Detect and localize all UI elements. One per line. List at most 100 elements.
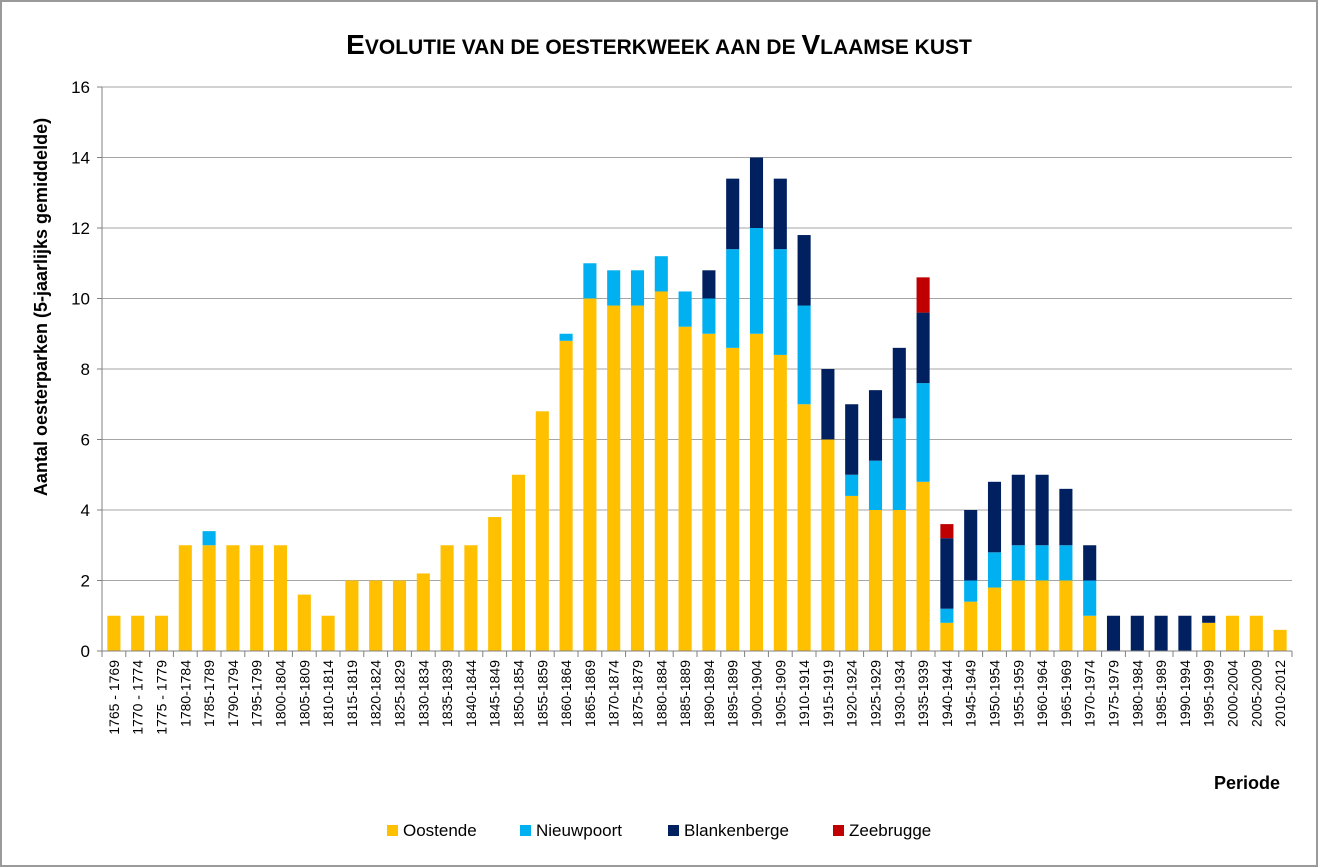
- y-tick-label: 10: [71, 290, 90, 309]
- x-tick-label: 1995-1999: [1201, 660, 1217, 727]
- y-tick-label: 0: [81, 642, 90, 661]
- x-tick-label: 1830-1834: [415, 660, 431, 727]
- bar-blankenberge-25: [702, 270, 716, 299]
- x-tick-label: 1785-1789: [201, 660, 217, 727]
- bar-oostende-40: [1059, 580, 1073, 651]
- bar-zeebrugge-35: [940, 524, 954, 539]
- bar-oostende-21: [607, 305, 621, 651]
- legend-swatch-nieuwpoort: [520, 825, 531, 836]
- legend-swatch-blankenberge: [668, 825, 679, 836]
- bar-nieuwpoort-31: [845, 474, 859, 496]
- bar-oostende-11: [369, 580, 383, 651]
- x-tick-label: 1865-1869: [582, 660, 598, 727]
- bar-oostende-22: [630, 305, 645, 651]
- x-tick-label: 1925-1929: [868, 660, 884, 727]
- y-axis-label: Aantal oesterparken (5-jaarlijks gemidde…: [31, 118, 51, 496]
- x-tick-label: 1935-1939: [915, 660, 931, 727]
- bar-oostende-38: [1011, 580, 1025, 651]
- bar-blankenberge-40: [1059, 488, 1073, 546]
- bar-oostende-24: [678, 326, 692, 651]
- x-tick-label: 2005-2009: [1248, 660, 1264, 727]
- legend-swatch-zeebrugge: [833, 825, 844, 836]
- bar-oostende-20: [583, 298, 597, 651]
- bar-oostende-47: [1225, 615, 1240, 651]
- bar-nieuwpoort-33: [892, 418, 906, 510]
- bar-oostende-9: [321, 615, 335, 651]
- x-tick-label: 1945-1949: [963, 660, 979, 727]
- x-tick-label: 1870-1874: [606, 660, 622, 727]
- bar-blankenberge-34: [916, 312, 930, 384]
- bar-oostende-25: [702, 333, 716, 651]
- x-tick-label: 1905-1909: [772, 660, 788, 727]
- bar-nieuwpoort-41: [1083, 580, 1097, 616]
- y-tick-label: 8: [81, 360, 90, 379]
- bar-nieuwpoort-38: [1011, 545, 1025, 581]
- x-tick-label: 1850-1854: [511, 660, 527, 727]
- bar-nieuwpoort-39: [1035, 545, 1049, 581]
- bar-blankenberge-42: [1106, 615, 1121, 651]
- bar-oostende-36: [964, 601, 978, 651]
- legend-label-oostende: Oostende: [403, 821, 477, 840]
- bar-nieuwpoort-35: [940, 608, 954, 623]
- x-tick-label: 1775 - 1779: [154, 660, 170, 735]
- bar-oostende-13: [416, 573, 430, 651]
- bar-oostende-35: [940, 622, 954, 651]
- x-tick-label: 1940-1944: [939, 660, 955, 727]
- x-tick-label: 1890-1894: [701, 660, 717, 727]
- bar-oostende-16: [488, 517, 502, 651]
- bar-oostende-49: [1273, 629, 1287, 651]
- y-tick-label: 2: [81, 572, 90, 591]
- x-tick-label: 1980-1984: [1129, 660, 1145, 727]
- x-tick-label: 1780-1784: [177, 660, 193, 727]
- x-tick-label: 1910-1914: [796, 660, 812, 727]
- bar-blankenberge-28: [773, 178, 787, 250]
- bar-oostende-31: [845, 495, 859, 651]
- x-tick-label: 1885-1889: [677, 660, 693, 727]
- y-tick-label: 6: [81, 431, 90, 450]
- bar-blankenberge-39: [1035, 474, 1049, 546]
- x-tick-label: 1810-1814: [320, 660, 336, 727]
- bar-blankenberge-35: [940, 538, 954, 609]
- x-tick-label: 1860-1864: [558, 660, 574, 727]
- bar-nieuwpoort-20: [583, 263, 597, 299]
- bar-nieuwpoort-22: [630, 270, 645, 306]
- bar-oostende-23: [654, 291, 668, 651]
- bar-oostende-2: [154, 615, 169, 651]
- bar-oostende-48: [1249, 615, 1263, 651]
- bar-oostende-19: [559, 340, 573, 651]
- legend-label-zeebrugge: Zeebrugge: [849, 821, 931, 840]
- y-tick-label: 12: [71, 219, 90, 238]
- x-tick-label: 1930-1934: [891, 660, 907, 727]
- bar-blankenberge-32: [868, 390, 883, 461]
- bar-blankenberge-44: [1154, 615, 1168, 651]
- x-tick-label: 1895-1899: [725, 660, 741, 727]
- bar-nieuwpoort-32: [868, 460, 883, 510]
- bar-oostende-17: [511, 474, 526, 651]
- x-tick-label: 1855-1859: [534, 660, 550, 727]
- x-tick-label: 1955-1959: [1010, 660, 1026, 727]
- x-tick-label: 1825-1829: [392, 660, 408, 727]
- x-tick-labels: 1765 - 1769 1770 - 1774 1775 - 1779 1780-17…: [106, 660, 1288, 735]
- x-tick-label: 2000-2004: [1225, 660, 1241, 727]
- bar-blankenberge-26: [726, 178, 740, 250]
- bar-oostende-39: [1035, 580, 1049, 651]
- x-tick-label: 1770 - 1774: [130, 660, 146, 735]
- x-tick-label: 1875-1879: [630, 660, 646, 727]
- bar-nieuwpoort-24: [678, 291, 692, 327]
- y-tick-label: 14: [71, 149, 90, 168]
- y-tick-label: 4: [81, 501, 90, 520]
- bar-nieuwpoort-36: [964, 580, 978, 602]
- bar-oostende-8: [297, 594, 311, 651]
- bar-oostende-0: [107, 615, 121, 651]
- bar-oostende-18: [535, 411, 549, 651]
- x-tick-label: 1765 - 1769: [106, 660, 122, 735]
- legend-label-nieuwpoort: Nieuwpoort: [536, 821, 622, 840]
- axes-layer: [101, 87, 1293, 657]
- legend-swatch-oostende: [387, 825, 398, 836]
- x-tick-label: 2010-2012: [1272, 660, 1288, 727]
- x-tick-label: 1880-1884: [653, 660, 669, 727]
- x-tick-label: 1990-1994: [1177, 660, 1193, 727]
- x-tick-label: 1815-1819: [344, 660, 360, 727]
- bar-blankenberge-36: [964, 510, 978, 581]
- x-tick-label: 1900-1904: [749, 660, 765, 727]
